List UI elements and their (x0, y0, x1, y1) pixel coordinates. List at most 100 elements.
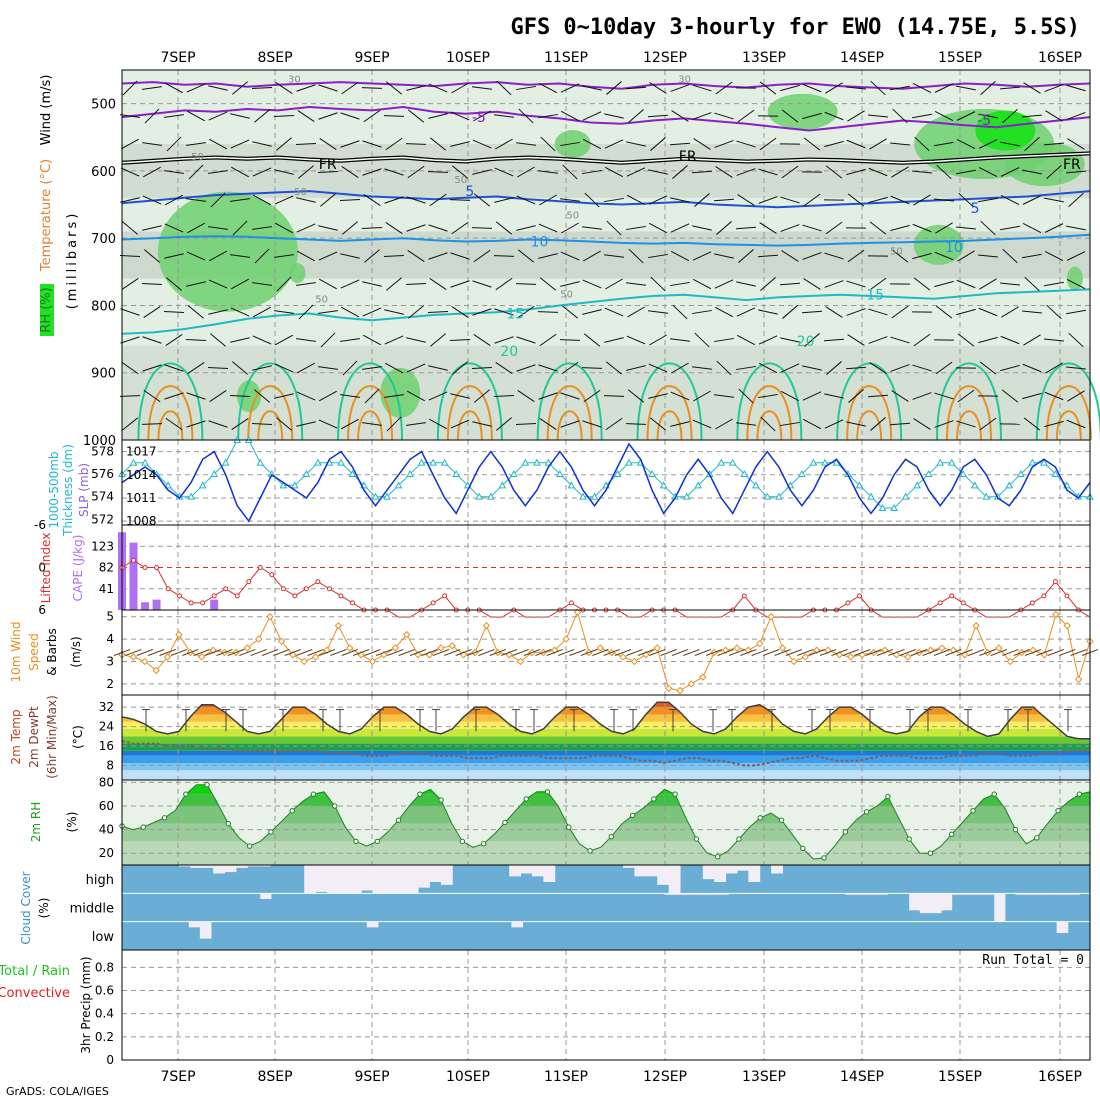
wind-barb (208, 279, 228, 289)
rh-moist-area-0 (157, 191, 298, 312)
wind-barb (758, 393, 778, 399)
rh2m-tick-80: 80 (99, 775, 114, 789)
wind-barb (537, 311, 559, 313)
thickness-point (936, 458, 945, 466)
rh2m-point (502, 819, 508, 826)
wind-barb (253, 306, 271, 318)
wind-barb (671, 362, 689, 374)
wind-barb (141, 423, 163, 425)
contour-label-7: 10 (531, 235, 549, 251)
wind10m-barb (671, 649, 689, 656)
wind-barb (1044, 391, 1064, 401)
wind-barb (980, 80, 996, 96)
wind-barb (297, 362, 315, 374)
wind-barb (694, 332, 710, 348)
wind-barb (362, 422, 382, 426)
wind10m-point (790, 657, 798, 666)
thickness-point (809, 458, 818, 466)
wind-barb (583, 250, 601, 262)
wind-barb (758, 196, 778, 204)
rh2m-point (885, 793, 891, 800)
wind-barb (1068, 332, 1084, 348)
bottom-xlabel-15SEP: 15SEP (938, 1069, 982, 1085)
wind10m-barb (455, 649, 472, 656)
wind-barb (604, 254, 624, 258)
wind-barb (406, 337, 426, 343)
li-point (154, 565, 160, 570)
thickness-point (417, 458, 426, 466)
cloud-high-gap-21 (361, 865, 374, 891)
surface-dome-6-0 (736, 362, 803, 441)
cloud-high-gap-36 (531, 865, 544, 877)
cape-tick-123: 123 (91, 539, 114, 553)
wind-barb (405, 282, 427, 286)
wind-barb (561, 222, 579, 234)
temp-dewpt-panel: 8 16 24 32 (99, 694, 1091, 781)
rh2m-point (1055, 807, 1061, 814)
cloud-middle-gap-89 (1068, 893, 1080, 895)
wind-barb (956, 279, 976, 289)
wind-barb (186, 142, 206, 146)
wind-barb (122, 221, 138, 235)
wind-barb (450, 111, 470, 121)
wind10m-point (334, 621, 343, 630)
wind-barb (186, 281, 206, 287)
wind-barb (560, 392, 580, 400)
rh2m-point (459, 838, 466, 845)
cloud-row-label-high: high (86, 873, 114, 888)
wind-barb (385, 137, 403, 151)
wind10m-barb (193, 649, 210, 656)
cloud-high-gap-5 (178, 865, 191, 867)
wind-barb (737, 194, 755, 206)
cloud-high-gap-10 (235, 865, 248, 868)
wind-barb (648, 169, 668, 175)
thickness-tick-574: 574 (91, 490, 114, 504)
top-xlabel-13SEP: 13SEP (742, 50, 786, 66)
wind-barb (428, 83, 448, 93)
wind-barb (518, 108, 534, 124)
upper-air-panel: -5 -5 FR FR FR 5 5 10 10 15 15 20 20 30 30 50 50 50 50 50 50… (40, 69, 1100, 449)
wind-barb (625, 423, 647, 425)
wind-barb (1022, 169, 1042, 175)
isotherm-10 (121, 233, 1091, 247)
wind-barb (912, 170, 932, 174)
wind10m-point (1074, 675, 1083, 684)
wind-barb (870, 417, 886, 431)
wind-barb (1068, 192, 1084, 208)
wind-barb (957, 250, 975, 262)
wind-barb (848, 389, 864, 403)
wind10m-barb (216, 649, 233, 656)
wind-barb (540, 136, 556, 152)
wind-barb (232, 220, 248, 236)
surface-dome-9-2 (1055, 410, 1082, 441)
wind-barb (912, 113, 932, 119)
thickness-point (970, 481, 979, 489)
wind10m-barb (762, 649, 780, 656)
wind-barb (714, 140, 734, 148)
wind-barb (738, 249, 754, 263)
wind-barb (759, 137, 777, 151)
wind10m-point (437, 644, 445, 652)
top-xlabel-12SEP: 12SEP (643, 50, 687, 66)
p-tick-800: 800 (91, 299, 116, 314)
wind-barb (669, 142, 691, 146)
wind-barb (692, 112, 712, 120)
wind-barb (122, 80, 138, 96)
wind-barb (890, 142, 910, 146)
cloud-middle-gap-81 (983, 893, 995, 895)
wind-barb (1023, 417, 1041, 431)
wind-barb (275, 222, 293, 234)
wind10m-barb (239, 649, 256, 656)
wind10m-barb (432, 649, 450, 656)
wind10m-barb (227, 649, 245, 656)
surface-dome-3-2 (456, 410, 483, 441)
wind-barb (978, 167, 998, 177)
wind10m-barb (933, 649, 951, 656)
bottom-xlabel-13SEP: 13SEP (742, 1069, 786, 1085)
wind-barb (845, 366, 867, 370)
wind-barb (318, 419, 338, 429)
wind-barb (1045, 110, 1063, 122)
wind-barb (539, 333, 557, 347)
wind-barb (429, 418, 447, 430)
cloud-high-gap-54 (736, 865, 749, 871)
